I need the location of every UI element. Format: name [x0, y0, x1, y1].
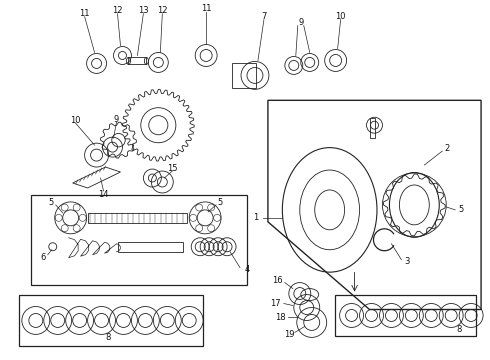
Text: 11: 11: [79, 9, 90, 18]
Text: 16: 16: [272, 276, 283, 285]
Text: 19: 19: [285, 330, 295, 339]
Bar: [128, 58, 147, 64]
Text: 6: 6: [40, 253, 46, 262]
Bar: [88, 213, 187, 223]
Text: 12: 12: [112, 6, 122, 15]
Text: 7: 7: [261, 12, 267, 21]
Bar: [19, 294, 203, 346]
Text: 13: 13: [138, 6, 148, 15]
Text: 17: 17: [270, 299, 281, 308]
Text: 2: 2: [444, 144, 450, 153]
Text: 18: 18: [275, 313, 286, 322]
Bar: [232, 63, 256, 88]
Text: 1: 1: [253, 213, 259, 222]
Text: 12: 12: [157, 6, 168, 15]
Bar: [335, 294, 476, 336]
Text: 5: 5: [459, 206, 464, 215]
Text: 8: 8: [457, 325, 462, 334]
Text: 5: 5: [48, 198, 53, 207]
Text: 4: 4: [245, 265, 249, 274]
Text: 3: 3: [405, 257, 410, 266]
Bar: [119, 242, 183, 252]
Text: 10: 10: [335, 12, 346, 21]
Text: 14: 14: [98, 190, 109, 199]
Text: 11: 11: [201, 4, 211, 13]
Text: 9: 9: [298, 18, 303, 27]
Bar: [369, 118, 375, 138]
Text: 9: 9: [114, 115, 119, 124]
Text: 5: 5: [218, 198, 223, 207]
Text: 15: 15: [167, 163, 177, 172]
Text: 8: 8: [106, 333, 111, 342]
Text: 10: 10: [71, 116, 81, 125]
